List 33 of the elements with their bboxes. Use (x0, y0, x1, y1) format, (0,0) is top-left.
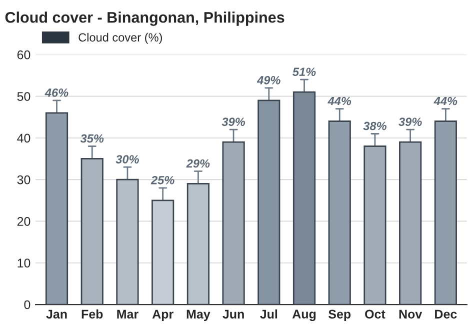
x-tick-label: Dec (435, 310, 457, 319)
data-label: 44% (434, 96, 458, 106)
data-label: 35% (80, 134, 104, 143)
x-tick-label: Jul (260, 309, 278, 319)
text: Cloud cover (%) (78, 32, 162, 44)
x-tick-label: Apr (152, 310, 174, 322)
data-label: 44% (328, 96, 352, 106)
data-label: 51% (292, 68, 316, 76)
chart-title: Cloud cover - Binangonan, Philippines (5, 12, 284, 26)
x-tick-label: Jun (222, 310, 244, 319)
y-tick-label: 60 (17, 50, 30, 60)
y-tick-label: 40 (17, 134, 30, 143)
y-tick-label: 10 (18, 258, 30, 268)
data-label: 29% (186, 159, 210, 168)
x-tick-label: Jan (46, 310, 67, 319)
y-tick-label: 0 (24, 300, 30, 310)
y-tick-label: 30 (17, 175, 30, 184)
data-label: 49% (256, 76, 280, 84)
x-tick-label: Feb (82, 309, 103, 319)
data-label: 38% (363, 122, 386, 130)
x-tick-label: Sep (328, 310, 351, 322)
data-label: 46% (44, 88, 68, 97)
x-tick-label: Aug (292, 310, 316, 322)
data-label: 39% (222, 118, 246, 126)
x-tick-label: Oct (365, 310, 386, 319)
x-tick-label: Nov (399, 310, 422, 319)
data-label: 30% (116, 155, 139, 164)
y-tick-label: 20 (17, 217, 30, 226)
y-tick-label: 50 (17, 92, 30, 101)
data-label: 25% (150, 176, 174, 184)
data-label: 39% (398, 118, 422, 126)
x-tick-label: May (186, 310, 210, 322)
x-tick-label: Mar (117, 310, 138, 319)
